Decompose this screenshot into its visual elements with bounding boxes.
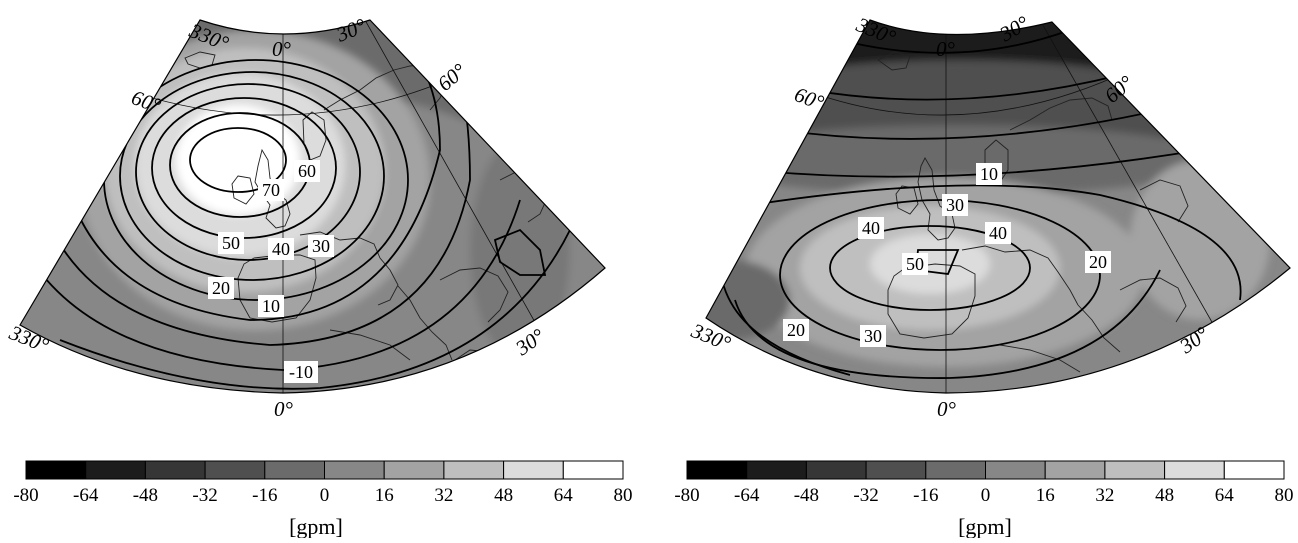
colorbar-tick-label: 80 bbox=[614, 485, 633, 506]
right-shaded-field bbox=[706, 20, 1290, 393]
left-graticule bbox=[119, 20, 546, 393]
colorbar-swatch bbox=[144, 460, 206, 480]
colorbar-swatch bbox=[443, 460, 505, 480]
contour-label: 40 bbox=[858, 217, 884, 239]
contour-label: 30 bbox=[308, 235, 334, 257]
colorbar-tick-label: -48 bbox=[794, 485, 819, 506]
colorbar-swatch bbox=[686, 460, 748, 480]
right-map-panel: 10 30 40 40 50 20 20 30 330° 0° 30° 60° … bbox=[674, 11, 1294, 539]
contour-label: 40 bbox=[985, 222, 1011, 244]
colorbar-swatch bbox=[1223, 460, 1285, 480]
colorbar-swatch bbox=[324, 460, 385, 480]
lon-label-top-center: 0° bbox=[272, 37, 292, 61]
contour-label: 20 bbox=[208, 277, 234, 299]
contour-label: -10 bbox=[284, 361, 318, 383]
colorbar-swatch bbox=[562, 460, 624, 480]
svg-text:70: 70 bbox=[262, 180, 280, 200]
colorbar-tick-label: 80 bbox=[1275, 485, 1294, 506]
svg-text:40: 40 bbox=[862, 218, 880, 238]
lon-label-bottom-center: 0° bbox=[274, 397, 294, 421]
svg-text:10: 10 bbox=[980, 164, 998, 184]
colorbar-swatch bbox=[383, 460, 445, 480]
colorbar-tick-label: -16 bbox=[252, 485, 277, 506]
contour-label: 20 bbox=[783, 319, 809, 341]
contour-label: 30 bbox=[860, 325, 886, 347]
lon-label-top-center: 0° bbox=[936, 37, 956, 61]
colorbar-tick-label: 0 bbox=[320, 485, 330, 506]
left-colorbar: -80 -64 -48 -32 -16 0 16 32 48 64 80 bbox=[13, 460, 633, 506]
contour-label: 10 bbox=[258, 295, 284, 317]
colorbar-tick-label: -32 bbox=[192, 485, 217, 506]
colorbar-tick-label: -64 bbox=[734, 485, 760, 506]
colorbar-tick-label: 0 bbox=[981, 485, 991, 506]
colorbar-swatch bbox=[503, 460, 564, 480]
svg-text:10: 10 bbox=[262, 296, 280, 316]
contour-label: 50 bbox=[902, 253, 928, 275]
colorbar-tick-label: 32 bbox=[434, 485, 453, 506]
svg-text:30: 30 bbox=[864, 326, 882, 346]
colorbar-tick-label: 32 bbox=[1095, 485, 1114, 506]
svg-text:20: 20 bbox=[1089, 252, 1107, 272]
contour-label: 20 bbox=[1085, 251, 1111, 273]
colorbar-swatch bbox=[1044, 460, 1106, 480]
colorbar-tick-label: 64 bbox=[554, 485, 574, 506]
colorbar-swatch bbox=[746, 460, 807, 480]
colorbar-tick-label: 16 bbox=[1036, 485, 1055, 506]
svg-text:30: 30 bbox=[946, 195, 964, 215]
colorbar-swatch bbox=[85, 460, 146, 480]
contour-label: 40 bbox=[268, 238, 294, 260]
colorbar-tick-label: -80 bbox=[674, 485, 699, 506]
colorbar-swatch bbox=[985, 460, 1046, 480]
colorbar-tick-label: 16 bbox=[375, 485, 394, 506]
contour-label: 70 bbox=[258, 179, 284, 201]
colorbar-tick-label: -64 bbox=[73, 485, 99, 506]
contour-label: 30 bbox=[942, 194, 968, 216]
contour-label: 50 bbox=[218, 232, 244, 254]
left-colorbar-unit: [gpm] bbox=[289, 514, 343, 538]
colorbar-swatch bbox=[925, 460, 986, 480]
colorbar-swatch bbox=[865, 460, 927, 480]
colorbar-tick-label: -48 bbox=[133, 485, 158, 506]
svg-text:20: 20 bbox=[787, 320, 805, 340]
colorbar-swatch bbox=[1104, 460, 1166, 480]
colorbar-tick-label: 64 bbox=[1215, 485, 1235, 506]
svg-text:50: 50 bbox=[906, 254, 924, 274]
right-colorbar: -80 -64 -48 -32 -16 0 16 32 48 64 80 bbox=[674, 460, 1294, 506]
left-contour-labels: 60 70 50 40 30 20 10 -10 bbox=[208, 160, 334, 383]
right-colorbar-unit: [gpm] bbox=[958, 514, 1012, 538]
svg-text:60: 60 bbox=[298, 161, 316, 181]
svg-text:20: 20 bbox=[212, 278, 230, 298]
colorbar-swatch bbox=[25, 460, 87, 480]
right-contour-labels: 10 30 40 40 50 20 20 30 bbox=[783, 163, 1111, 347]
colorbar-tick-label: -32 bbox=[853, 485, 878, 506]
colorbar-tick-label: -80 bbox=[13, 485, 38, 506]
colorbar-swatch bbox=[204, 460, 266, 480]
svg-text:30: 30 bbox=[312, 236, 330, 256]
left-map-frame bbox=[19, 19, 606, 394]
left-map-panel: 60 70 50 40 30 20 10 -10 330° 0° 30° 60°… bbox=[5, 13, 633, 539]
colorbar-swatch bbox=[264, 460, 325, 480]
right-coastlines bbox=[877, 51, 1189, 373]
right-map-frame bbox=[705, 19, 1291, 394]
contour-label: 60 bbox=[294, 160, 320, 182]
lon-label-bottom-center: 0° bbox=[937, 397, 957, 421]
svg-text:40: 40 bbox=[272, 239, 290, 259]
colorbar-swatch bbox=[805, 460, 867, 480]
colorbar-swatch bbox=[1164, 460, 1225, 480]
lat-label-right: 60° bbox=[433, 58, 471, 96]
colorbar-tick-label: 48 bbox=[494, 485, 513, 506]
contour-label: 10 bbox=[976, 163, 1002, 185]
svg-text:50: 50 bbox=[222, 233, 240, 253]
svg-text:40: 40 bbox=[989, 223, 1007, 243]
svg-text:-10: -10 bbox=[289, 362, 313, 382]
colorbar-tick-label: -16 bbox=[913, 485, 938, 506]
colorbar-tick-label: 48 bbox=[1155, 485, 1174, 506]
